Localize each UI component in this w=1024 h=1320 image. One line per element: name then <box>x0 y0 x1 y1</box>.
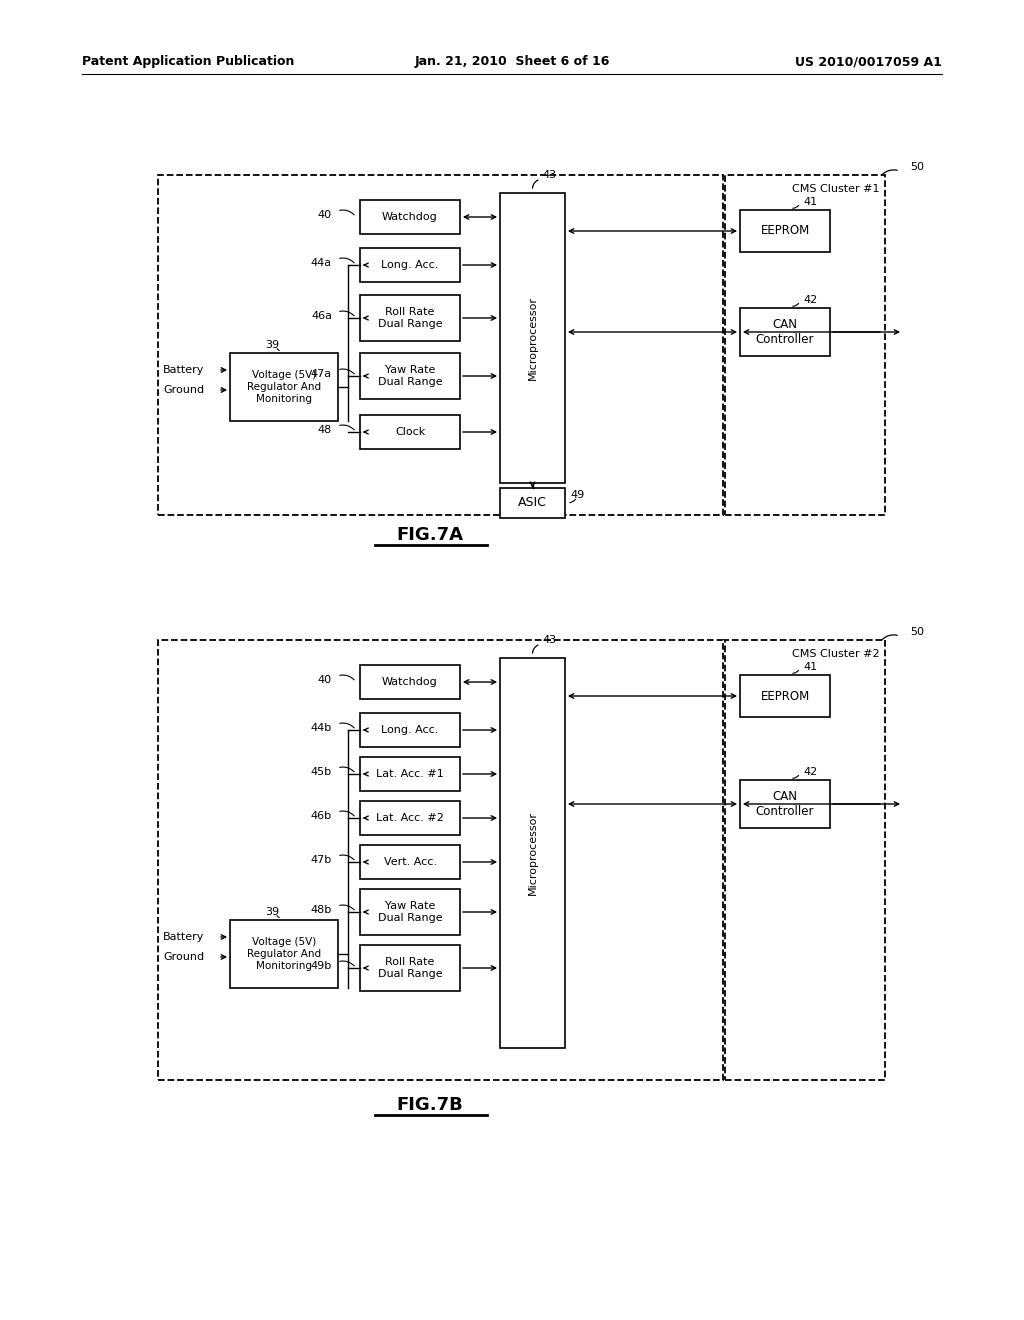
Text: Yaw Rate
Dual Range: Yaw Rate Dual Range <box>378 902 442 923</box>
Bar <box>360 945 460 991</box>
Text: 50: 50 <box>910 627 924 638</box>
Text: Jan. 21, 2010  Sheet 6 of 16: Jan. 21, 2010 Sheet 6 of 16 <box>415 55 609 69</box>
Text: 40: 40 <box>317 675 332 685</box>
Text: Battery: Battery <box>163 932 205 942</box>
Text: 43: 43 <box>543 170 557 180</box>
Text: CAN
Controller: CAN Controller <box>756 789 814 818</box>
Text: US 2010/0017059 A1: US 2010/0017059 A1 <box>795 55 942 69</box>
Text: 39: 39 <box>265 341 279 350</box>
Bar <box>360 801 460 836</box>
Text: Microprocessor: Microprocessor <box>527 296 538 380</box>
Text: 41: 41 <box>803 197 817 207</box>
Bar <box>230 352 338 421</box>
Text: 47a: 47a <box>311 370 332 379</box>
Text: 43: 43 <box>543 635 557 645</box>
Text: Vert. Acc.: Vert. Acc. <box>384 857 436 867</box>
Text: Watchdog: Watchdog <box>382 677 438 686</box>
Text: 41: 41 <box>803 663 817 672</box>
Text: 44a: 44a <box>311 257 332 268</box>
Text: Microprocessor: Microprocessor <box>527 810 538 895</box>
Text: Voltage (5V)
Regulator And
Monitoring: Voltage (5V) Regulator And Monitoring <box>247 937 322 970</box>
Text: 40: 40 <box>317 210 332 220</box>
Text: 49: 49 <box>570 490 585 500</box>
Bar <box>500 193 565 483</box>
Bar <box>500 488 565 517</box>
Text: EEPROM: EEPROM <box>761 689 810 702</box>
Text: FIG.7B: FIG.7B <box>396 1096 464 1114</box>
Text: ASIC: ASIC <box>518 496 547 510</box>
Text: FIG.7A: FIG.7A <box>396 525 464 544</box>
Bar <box>740 675 830 717</box>
Bar <box>360 414 460 449</box>
Text: Watchdog: Watchdog <box>382 213 438 222</box>
Bar <box>500 657 565 1048</box>
Text: Battery: Battery <box>163 366 205 375</box>
Bar <box>360 756 460 791</box>
Bar <box>360 665 460 700</box>
Bar <box>360 352 460 399</box>
Text: Lat. Acc. #1: Lat. Acc. #1 <box>376 770 443 779</box>
Text: CAN
Controller: CAN Controller <box>756 318 814 346</box>
Text: Voltage (5V)
Regulator And
Monitoring: Voltage (5V) Regulator And Monitoring <box>247 371 322 404</box>
Text: CMS Cluster #1: CMS Cluster #1 <box>793 183 880 194</box>
Text: Ground: Ground <box>163 385 204 395</box>
Text: Yaw Rate
Dual Range: Yaw Rate Dual Range <box>378 366 442 387</box>
Text: 45b: 45b <box>311 767 332 777</box>
Bar <box>158 176 723 515</box>
Text: Patent Application Publication: Patent Application Publication <box>82 55 294 69</box>
Text: Roll Rate
Dual Range: Roll Rate Dual Range <box>378 957 442 979</box>
Text: 44b: 44b <box>310 723 332 733</box>
Bar <box>360 294 460 341</box>
Text: 42: 42 <box>803 767 817 777</box>
Text: CMS Cluster #2: CMS Cluster #2 <box>793 649 880 659</box>
Text: EEPROM: EEPROM <box>761 224 810 238</box>
Text: Roll Rate
Dual Range: Roll Rate Dual Range <box>378 308 442 329</box>
Bar <box>740 210 830 252</box>
Text: Ground: Ground <box>163 952 204 962</box>
Bar <box>360 248 460 282</box>
Text: 50: 50 <box>910 162 924 172</box>
Bar <box>725 176 885 515</box>
Text: 46a: 46a <box>311 312 332 321</box>
Text: Long. Acc.: Long. Acc. <box>381 725 438 735</box>
Text: 48b: 48b <box>310 906 332 915</box>
Text: 49b: 49b <box>310 961 332 972</box>
Text: 46b: 46b <box>311 810 332 821</box>
Bar <box>740 308 830 356</box>
Bar <box>158 640 723 1080</box>
Bar <box>360 845 460 879</box>
Text: 47b: 47b <box>310 855 332 865</box>
Bar <box>360 201 460 234</box>
Bar <box>230 920 338 987</box>
Text: 42: 42 <box>803 294 817 305</box>
Bar <box>360 713 460 747</box>
Text: Clock: Clock <box>395 426 425 437</box>
Text: Lat. Acc. #2: Lat. Acc. #2 <box>376 813 444 822</box>
Bar <box>360 888 460 935</box>
Text: 39: 39 <box>265 907 279 917</box>
Bar <box>725 640 885 1080</box>
Text: 48: 48 <box>317 425 332 436</box>
Text: Long. Acc.: Long. Acc. <box>381 260 438 271</box>
Bar <box>740 780 830 828</box>
